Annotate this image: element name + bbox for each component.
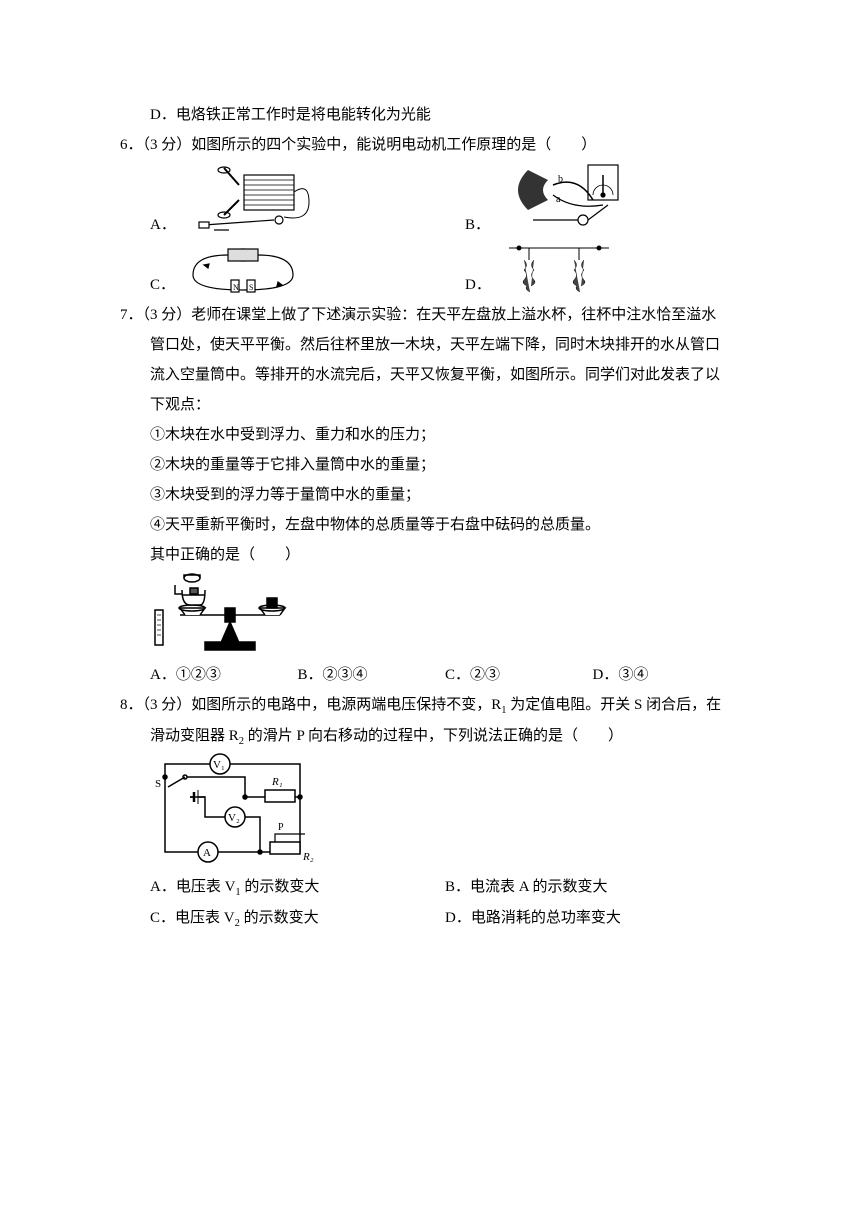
question-number: 6．: [120, 137, 143, 153]
option-label: D．: [150, 107, 176, 123]
svg-text:S: S: [249, 283, 253, 292]
q8-stem-line1: 8．（3 分）如图所示的电路中，电源两端电压保持不变，R1 为定值电阻。开关 S…: [120, 690, 740, 721]
q6-option-d: D．: [465, 240, 740, 300]
question-text: 如图所示的四个实验中，能说明电动机工作原理的是（ ）: [191, 137, 596, 153]
svg-text:A: A: [203, 847, 211, 859]
q8-stem-line2: 滑动变阻器 R2 的滑片 P 向右移动的过程中，下列说法正确的是（ ）: [120, 721, 740, 752]
experiment-a-icon: [184, 160, 324, 240]
option-label: B．: [465, 210, 490, 240]
q7-point2: ②木块的重量等于它排入量筒中水的重量；: [120, 450, 740, 480]
question-points: （3 分）: [143, 697, 192, 713]
question-text: 老师在课堂上做了下述演示实验：在天平左盘放上溢水杯，往杯中注水恰至溢水: [191, 307, 716, 323]
svg-text:b: b: [558, 174, 563, 185]
experiment-c-icon: N S: [183, 240, 303, 300]
question-number: 8．: [120, 697, 143, 713]
svg-text:a: a: [556, 194, 561, 205]
experiment-d-icon: [499, 240, 619, 300]
q7-option-b: B．②③④: [298, 660, 446, 690]
svg-text:R₂: R₂: [302, 851, 314, 863]
q7-stem-line3: 流入空量筒中。等排开的水流完后，天平又恢复平衡，如图所示。同学们对此发表了以: [120, 360, 740, 390]
experiment-b-icon: b a: [498, 160, 638, 240]
q7-prompt: 其中正确的是（ ）: [120, 540, 740, 570]
q6-stem: 6．（3 分）如图所示的四个实验中，能说明电动机工作原理的是（ ）: [120, 130, 740, 160]
q7-point1: ①木块在水中受到浮力、重力和水的压力；: [120, 420, 740, 450]
q7-point3: ③木块受到的浮力等于量筒中水的重量；: [120, 480, 740, 510]
svg-text:V₁: V₁: [213, 759, 225, 771]
q6-option-c: C． N S: [150, 240, 425, 300]
q7-balance-icon: [120, 570, 740, 660]
question-number: 7．: [120, 307, 143, 323]
svg-text:S: S: [155, 778, 161, 790]
q6-option-b: B． b a: [465, 160, 740, 240]
q7-options: A．①②③ B．②③④ C．②③ D．③④: [120, 660, 740, 690]
q7-option-c: C．②③: [445, 660, 593, 690]
q7-point4: ④天平重新平衡时，左盘中物体的总质量等于右盘中砝码的总质量。: [120, 510, 740, 540]
q7-option-a: A．①②③: [150, 660, 298, 690]
q8-option-c: C．电压表 V2 的示数变大: [150, 903, 445, 934]
question-text-b: 为定值电阻。开关 S 闭合后，在: [507, 697, 722, 713]
svg-text:P: P: [278, 822, 284, 833]
q7-stem-line1: 7．（3 分）老师在课堂上做了下述演示实验：在天平左盘放上溢水杯，往杯中注水恰至…: [120, 300, 740, 330]
svg-text:R₁: R₁: [271, 776, 283, 788]
q5-option-d: D．电烙铁正常工作时是将电能转化为光能: [120, 100, 740, 130]
svg-text:V₂: V₂: [228, 812, 240, 824]
question-text-b: 的滑片 P 向右移动的过程中，下列说法正确的是（ ）: [244, 728, 623, 744]
option-label: C．: [150, 270, 175, 300]
option-label: A．: [150, 210, 176, 240]
option-text: 电烙铁正常工作时是将电能转化为光能: [176, 107, 431, 123]
q6-option-a: A．: [150, 160, 425, 240]
option-label: D．: [465, 270, 491, 300]
q8-option-d: D．电路消耗的总功率变大: [445, 903, 740, 934]
question-points: （3 分）: [143, 307, 192, 323]
q7-stem-line4: 下观点：: [120, 390, 740, 420]
q6-options-row1: A． B．: [120, 160, 740, 240]
question-text-a: 滑动变阻器 R: [150, 728, 239, 744]
question-points: （3 分）: [143, 137, 192, 153]
svg-text:N: N: [233, 283, 239, 292]
q8-option-b: B．电流表 A 的示数变大: [445, 872, 740, 903]
q8-option-a: A．电压表 V1 的示数变大: [150, 872, 445, 903]
q7-option-d: D．③④: [593, 660, 741, 690]
q8-circuit-icon: A P R₂ R₁ V₁ V₂ S: [120, 752, 740, 872]
q7-stem-line2: 管口处，使天平平衡。然后往杯里放一木块，天平左端下降，同时木块排开的水从管口: [120, 330, 740, 360]
question-text-a: 如图所示的电路中，电源两端电压保持不变，R: [191, 697, 501, 713]
q6-options-row2: C． N S D．: [120, 240, 740, 300]
q8-options: A．电压表 V1 的示数变大 B．电流表 A 的示数变大 C．电压表 V2 的示…: [120, 872, 740, 934]
